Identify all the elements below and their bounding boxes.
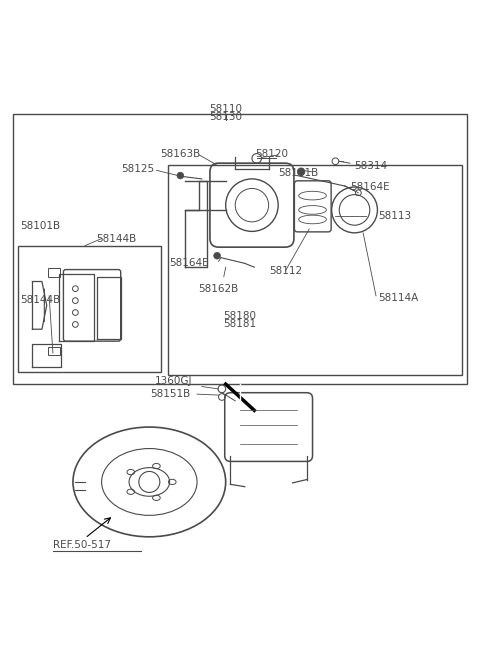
Bar xyxy=(18,246,161,372)
Text: 58114A: 58114A xyxy=(378,293,419,303)
Bar xyxy=(48,268,60,277)
Text: 58164E: 58164E xyxy=(169,259,209,269)
Text: 58314: 58314 xyxy=(355,161,388,171)
Text: 58120: 58120 xyxy=(255,149,288,159)
Text: 58125: 58125 xyxy=(121,164,154,174)
Text: 1360GJ: 1360GJ xyxy=(155,376,192,385)
Text: 58151B: 58151B xyxy=(150,389,190,399)
Text: 58112: 58112 xyxy=(269,266,302,276)
Text: 58164E: 58164E xyxy=(350,182,389,192)
Text: 58101B: 58101B xyxy=(21,221,60,231)
Circle shape xyxy=(177,172,184,179)
Bar xyxy=(168,164,462,375)
Text: 58113: 58113 xyxy=(378,210,411,220)
Text: 58144B: 58144B xyxy=(96,234,136,244)
Text: 58144B: 58144B xyxy=(20,295,60,305)
Circle shape xyxy=(297,168,305,176)
Text: 58130: 58130 xyxy=(209,112,242,122)
Text: 58181: 58181 xyxy=(223,319,257,329)
Text: 58180: 58180 xyxy=(224,311,256,321)
Text: 58110: 58110 xyxy=(209,104,242,114)
Text: 58162B: 58162B xyxy=(198,284,239,294)
Text: 58161B: 58161B xyxy=(278,168,319,178)
Circle shape xyxy=(214,253,220,259)
Text: 58163B: 58163B xyxy=(160,149,201,159)
Bar xyxy=(48,347,60,355)
Text: REF.50-517: REF.50-517 xyxy=(53,540,111,550)
Bar xyxy=(13,114,467,384)
